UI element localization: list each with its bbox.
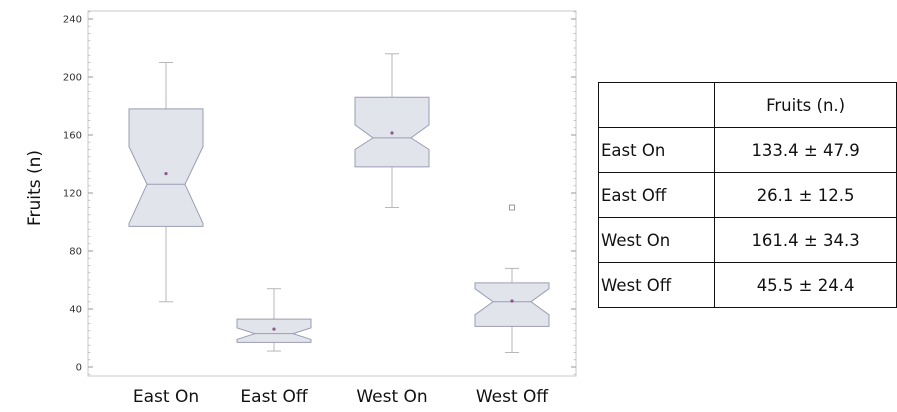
mean-marker <box>510 299 514 303</box>
y-tick-label: 40 <box>69 305 82 316</box>
x-axis-labels: East On East Off West On West Off <box>133 387 550 407</box>
notched-box <box>128 108 204 227</box>
summary-table-header-row: Fruits (n.) <box>597 82 897 128</box>
table-row-label: West Off <box>597 262 716 308</box>
summary-table: Fruits (n.) East On 133.4 ± 47.9 East Of… <box>597 82 897 308</box>
y-tick-label: 200 <box>63 73 82 84</box>
summary-table-column-header: Fruits (n.) <box>714 82 897 128</box>
box-west-off <box>474 204 550 353</box>
boxes <box>128 53 550 353</box>
box-east-on <box>128 62 204 303</box>
y-tick-label: 240 <box>63 15 82 26</box>
notched-box <box>474 282 550 327</box>
table-row-value: 26.1 ± 12.5 <box>714 172 897 218</box>
x-tick-label: East On <box>133 387 199 407</box>
boxplot-chart: 0 40 80 120 160 200 240 East On East Off West On… <box>25 10 577 407</box>
y-axis-title: Fruits (n) <box>25 150 45 226</box>
box-west-on <box>354 53 430 208</box>
table-row-value: 45.5 ± 24.4 <box>714 262 897 308</box>
box-east-off <box>236 288 312 352</box>
mean-marker <box>390 131 394 135</box>
table-row: West On 161.4 ± 34.3 <box>597 217 897 263</box>
table-row-label: East Off <box>597 172 716 218</box>
table-row: East Off 26.1 ± 12.5 <box>597 172 897 218</box>
y-tick-label: 120 <box>63 189 82 200</box>
y-tick-label: 80 <box>69 247 82 258</box>
x-tick-label: West On <box>356 387 427 407</box>
table-row-label: West On <box>597 217 716 263</box>
table-row-value: 161.4 ± 34.3 <box>714 217 897 263</box>
outlier-point <box>509 204 515 211</box>
mean-marker <box>272 327 276 331</box>
table-row: East On 133.4 ± 47.9 <box>597 127 897 173</box>
x-tick-label: East Off <box>240 387 308 407</box>
y-axis: 0 40 80 120 160 200 240 <box>63 11 576 375</box>
table-row-value: 133.4 ± 47.9 <box>714 127 897 173</box>
y-tick-label: 160 <box>63 131 82 142</box>
summary-table-corner-cell <box>597 82 716 128</box>
table-row: West Off 45.5 ± 24.4 <box>597 262 897 308</box>
x-tick-label: West Off <box>476 387 550 407</box>
table-row-label: East On <box>597 127 716 173</box>
mean-marker <box>164 171 168 176</box>
y-tick-label: 0 <box>76 363 82 374</box>
